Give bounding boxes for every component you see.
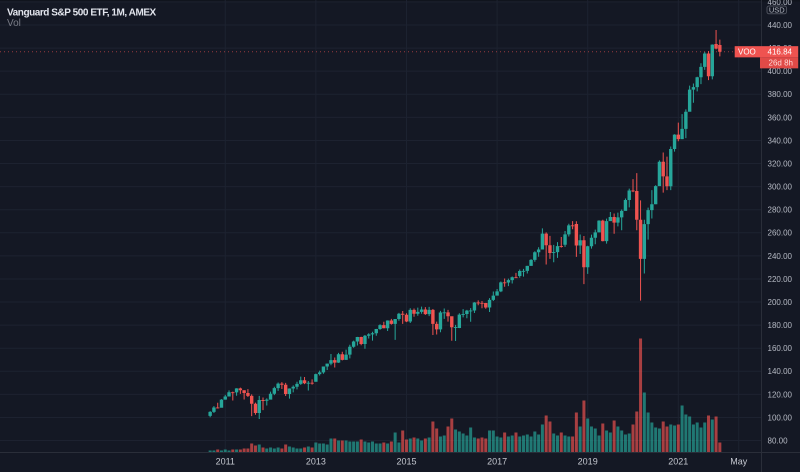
svg-text:2013: 2013 [306, 457, 326, 467]
svg-text:160.00: 160.00 [768, 344, 793, 353]
svg-text:240.00: 240.00 [768, 252, 793, 261]
svg-text:Vanguard S&P 500 ETF, 1M, AMEX: Vanguard S&P 500 ETF, 1M, AMEX [7, 7, 157, 18]
svg-text:380.00: 380.00 [768, 90, 793, 99]
svg-text:200.00: 200.00 [768, 298, 793, 307]
svg-text:180.00: 180.00 [768, 321, 793, 330]
svg-text:26d 8h: 26d 8h [769, 59, 793, 68]
svg-text:2015: 2015 [396, 457, 416, 467]
svg-text:260.00: 260.00 [768, 229, 793, 238]
svg-text:2019: 2019 [578, 457, 598, 467]
svg-text:2017: 2017 [487, 457, 507, 467]
svg-text:416.84: 416.84 [768, 48, 793, 57]
svg-text:100.00: 100.00 [768, 413, 793, 422]
svg-text:May: May [730, 457, 748, 467]
svg-text:Vol: Vol [7, 18, 21, 29]
svg-text:2011: 2011 [216, 457, 235, 467]
svg-text:220.00: 220.00 [768, 275, 793, 284]
svg-text:140.00: 140.00 [768, 367, 793, 376]
svg-text:340.00: 340.00 [768, 136, 793, 145]
svg-text:VOO: VOO [738, 48, 756, 57]
svg-text:400.00: 400.00 [768, 67, 793, 76]
svg-text:360.00: 360.00 [768, 113, 793, 122]
svg-text:300.00: 300.00 [768, 183, 793, 192]
svg-text:440.00: 440.00 [768, 21, 793, 30]
svg-text:280.00: 280.00 [768, 206, 793, 215]
svg-text:80.00: 80.00 [768, 436, 789, 445]
svg-text:320.00: 320.00 [768, 159, 793, 168]
svg-text:USD: USD [769, 5, 785, 14]
svg-text:460.00: 460.00 [768, 0, 793, 7]
svg-text:120.00: 120.00 [768, 390, 793, 399]
svg-text:2021: 2021 [668, 457, 688, 467]
